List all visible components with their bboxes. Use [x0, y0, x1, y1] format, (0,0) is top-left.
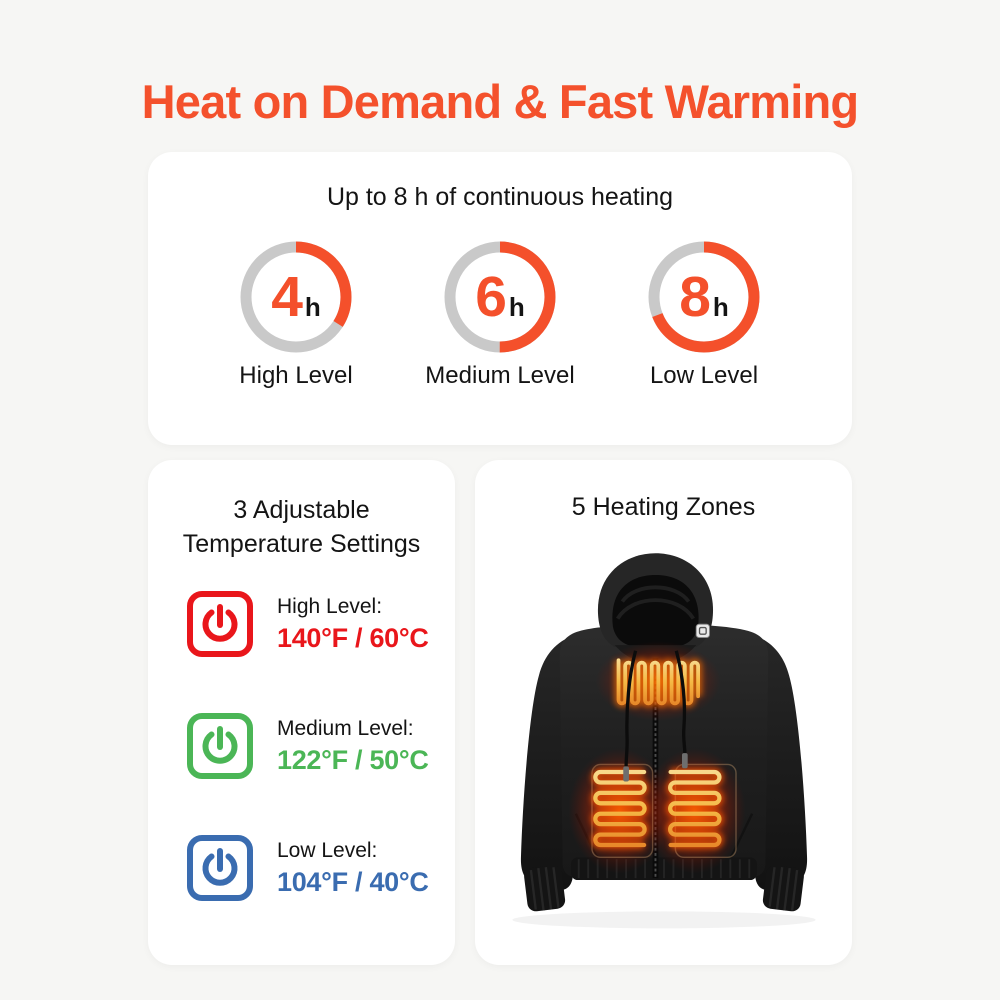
temperature-settings-card: 3 Adjustable Temperature Settings High L… — [148, 460, 455, 965]
level-temperature: 104°F / 40°C — [277, 866, 429, 897]
duration-ring-medium: 6 h Medium Level — [420, 241, 580, 390]
level-label: Low Level: — [277, 838, 378, 862]
hours-value: 6 — [475, 264, 507, 329]
ring-progress-arc — [240, 241, 352, 353]
hours-unit: h — [508, 291, 525, 322]
ring-progress-arc — [648, 241, 760, 353]
right-heating-coil — [667, 769, 721, 848]
level-label: High Level: — [277, 594, 383, 618]
hours-unit: h — [304, 291, 321, 322]
page-title: Heat on Demand & Fast Warming — [141, 75, 860, 128]
controller-button — [695, 623, 710, 638]
power-icon — [187, 835, 253, 901]
heated-hoodie-illustration — [511, 553, 816, 929]
duration-ring-high: 4 h High Level — [216, 241, 376, 390]
hood — [597, 553, 713, 664]
level-temperature: 122°F / 50°C — [277, 744, 429, 775]
progress-ring-icon — [444, 241, 556, 353]
power-icon — [187, 713, 253, 779]
left-aglet — [622, 766, 629, 782]
progress-ring-icon — [240, 241, 352, 353]
settings-heading-line2: Temperature Settings — [182, 530, 421, 558]
hours-unit: h — [712, 291, 729, 322]
left-cuff — [523, 865, 565, 912]
level-temperature: 140°F / 60°C — [277, 622, 429, 653]
ground-shadow — [511, 911, 816, 929]
heating-duration-card: Up to 8 h of continuous heating 4 h H — [148, 152, 852, 445]
heating-card-heading: Up to 8 h of continuous heating — [326, 183, 674, 211]
ring-level-label: High Level — [239, 362, 353, 389]
level-row-high: High Level: 140°F / 60°C — [186, 590, 455, 658]
progress-ring-icon — [648, 241, 760, 353]
settings-heading-line1: 3 Adjustable — [233, 496, 370, 524]
hours-value: 4 — [271, 264, 303, 329]
ring-progress-arc — [444, 241, 556, 353]
heating-zones-card: 5 Heating Zones — [475, 460, 852, 965]
ring-level-label: Low Level — [649, 362, 759, 389]
duration-ring-low: 8 h Low Level — [624, 241, 784, 390]
hours-value: 8 — [679, 264, 711, 329]
level-row-low: Low Level: 104°F / 40°C — [186, 834, 455, 902]
ring-level-label: Medium Level — [425, 362, 575, 389]
left-panel-seam — [590, 763, 653, 859]
temperature-levels: High Level: 140°F / 60°C Medium Level: 1… — [186, 590, 455, 902]
level-row-medium: Medium Level: 122°F / 50°C — [186, 712, 455, 780]
level-label: Medium Level: — [277, 716, 414, 740]
right-aglet — [681, 753, 688, 769]
power-icon — [187, 591, 253, 657]
zones-card-heading: 5 Heating Zones — [571, 493, 756, 521]
drawstrings — [623, 650, 686, 767]
left-heating-coil — [592, 769, 647, 848]
right-cuff — [762, 865, 804, 912]
settings-card-heading: 3 Adjustable Temperature Settings — [148, 493, 455, 561]
duration-rings: 4 h High Level 6 h — [148, 241, 852, 390]
